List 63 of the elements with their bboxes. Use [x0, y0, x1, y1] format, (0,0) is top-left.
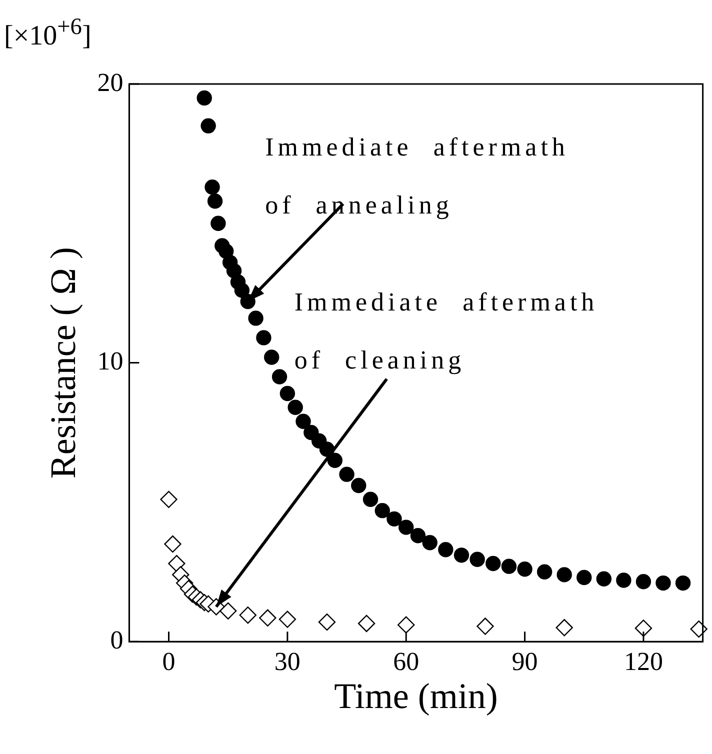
x-tick-label: 120	[624, 647, 663, 676]
point	[501, 558, 517, 574]
annotation: Immediate aftermath of annealing	[265, 132, 569, 220]
point	[339, 466, 354, 482]
y-tick-label: 0	[110, 625, 124, 654]
point	[374, 502, 390, 518]
point	[536, 564, 552, 580]
point	[476, 618, 494, 635]
point	[386, 511, 402, 527]
point	[486, 556, 501, 572]
y-tick-label: 10	[97, 346, 124, 376]
point	[410, 528, 426, 544]
point	[196, 90, 212, 106]
annotation: Immediate aftermath of cleaning	[294, 288, 598, 375]
point	[248, 310, 264, 326]
point	[327, 452, 343, 468]
y-axis-title: Resistance ( Ω )	[43, 246, 84, 479]
point	[278, 610, 296, 628]
point	[200, 118, 216, 134]
point	[207, 193, 223, 209]
text: [×10$^{+6}$]	[4, 14, 92, 52]
y-tick-label: 20	[97, 68, 124, 97]
point	[239, 606, 256, 624]
point	[616, 572, 632, 588]
point	[690, 620, 708, 638]
x-tick-label: 60	[393, 647, 420, 676]
point	[164, 535, 182, 553]
point	[204, 180, 220, 195]
point	[422, 535, 438, 550]
point	[351, 478, 366, 494]
point	[280, 386, 296, 402]
point	[272, 369, 288, 384]
x-axis-title: Time (min)	[334, 676, 498, 716]
point	[318, 613, 336, 631]
point	[576, 570, 592, 586]
point	[259, 609, 276, 626]
x-tick-label: 30	[274, 647, 300, 676]
point	[358, 614, 376, 632]
point	[234, 282, 250, 298]
point	[296, 414, 311, 429]
point	[210, 216, 226, 231]
point	[264, 350, 280, 365]
point	[636, 574, 652, 590]
point	[288, 400, 303, 416]
point	[634, 620, 652, 637]
point	[656, 575, 671, 591]
point	[160, 490, 178, 508]
x-tick-label: 0	[162, 647, 176, 676]
point	[219, 602, 237, 620]
point	[596, 571, 612, 586]
point	[517, 562, 532, 577]
point	[168, 554, 186, 572]
point	[398, 520, 414, 535]
point	[454, 548, 470, 563]
point	[256, 330, 272, 346]
x-tick-label: 90	[512, 647, 538, 676]
point	[362, 492, 378, 508]
point	[470, 552, 485, 567]
point	[675, 575, 691, 591]
point	[438, 542, 454, 558]
point	[556, 619, 573, 636]
point	[398, 616, 415, 634]
point	[556, 567, 572, 582]
